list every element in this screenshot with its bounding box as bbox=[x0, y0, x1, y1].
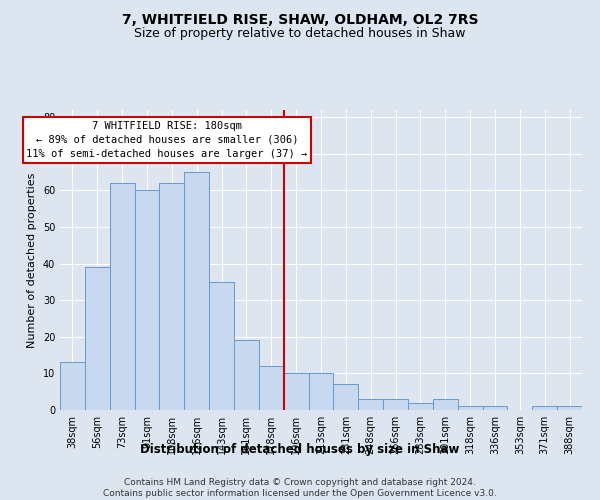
Bar bbox=[433, 399, 458, 410]
Bar bbox=[60, 362, 85, 410]
Bar bbox=[284, 374, 308, 410]
Bar bbox=[134, 190, 160, 410]
Text: Size of property relative to detached houses in Shaw: Size of property relative to detached ho… bbox=[134, 28, 466, 40]
Bar bbox=[160, 183, 184, 410]
Bar bbox=[334, 384, 358, 410]
Text: 7 WHITFIELD RISE: 180sqm
← 89% of detached houses are smaller (306)
11% of semi-: 7 WHITFIELD RISE: 180sqm ← 89% of detach… bbox=[26, 121, 308, 159]
Bar bbox=[458, 406, 482, 410]
Bar bbox=[259, 366, 284, 410]
Text: Contains HM Land Registry data © Crown copyright and database right 2024.
Contai: Contains HM Land Registry data © Crown c… bbox=[103, 478, 497, 498]
Text: 7, WHITFIELD RISE, SHAW, OLDHAM, OL2 7RS: 7, WHITFIELD RISE, SHAW, OLDHAM, OL2 7RS bbox=[122, 12, 478, 26]
Bar bbox=[532, 406, 557, 410]
Bar bbox=[308, 374, 334, 410]
Text: Distribution of detached houses by size in Shaw: Distribution of detached houses by size … bbox=[140, 442, 460, 456]
Bar bbox=[234, 340, 259, 410]
Bar bbox=[383, 399, 408, 410]
Bar bbox=[184, 172, 209, 410]
Bar bbox=[85, 268, 110, 410]
Bar bbox=[557, 406, 582, 410]
Bar bbox=[408, 402, 433, 410]
Y-axis label: Number of detached properties: Number of detached properties bbox=[27, 172, 37, 348]
Bar bbox=[358, 399, 383, 410]
Bar bbox=[482, 406, 508, 410]
Bar bbox=[110, 183, 134, 410]
Bar bbox=[209, 282, 234, 410]
